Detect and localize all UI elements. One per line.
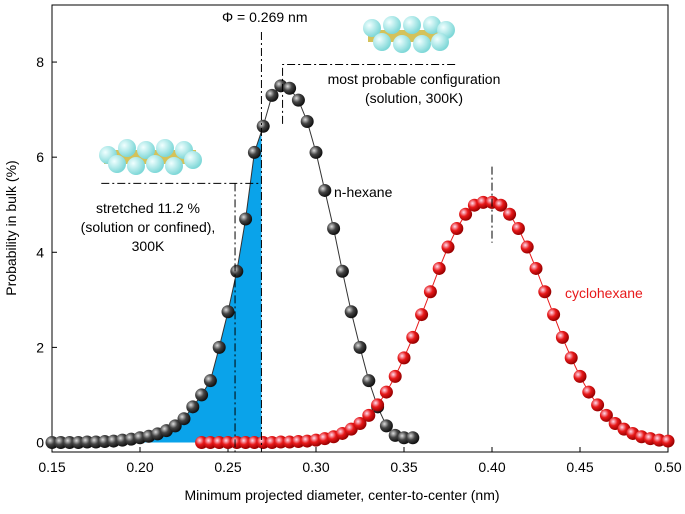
annotation: (solution or confined), xyxy=(81,219,216,235)
data-point xyxy=(406,330,420,344)
plot-frame xyxy=(51,4,669,453)
data-point xyxy=(397,351,411,365)
data-point xyxy=(186,400,200,414)
data-point xyxy=(423,285,437,299)
data-point xyxy=(520,240,534,254)
data-point xyxy=(547,308,561,322)
data-point xyxy=(344,305,358,319)
y-tick-label: 6 xyxy=(36,149,44,165)
plot: 0.15 0.20 0.25 0.30 0.35 0.40 0.45 0.50 0 2 4 6 8 Φ =… xyxy=(36,4,682,475)
stretched-line xyxy=(101,182,262,452)
data-point xyxy=(221,305,235,319)
x-axis-title: Minimum projected diameter, center-to-ce… xyxy=(184,487,499,503)
annotation: (solution, 300K) xyxy=(365,90,463,106)
data-point xyxy=(265,88,279,102)
x-tick-label: 0.50 xyxy=(654,459,681,475)
data-point xyxy=(168,419,182,433)
y-axis-title: Probability in bulk (%) xyxy=(3,160,19,295)
y-tick-label: 4 xyxy=(36,244,44,260)
annotation: most probable configuration xyxy=(328,71,501,87)
data-point xyxy=(379,385,393,399)
data-point xyxy=(353,416,367,430)
data-point xyxy=(564,351,578,365)
data-point xyxy=(591,398,605,412)
y-tick-label: 2 xyxy=(36,339,44,355)
molecule-icon xyxy=(363,16,455,53)
data-point xyxy=(256,119,270,133)
x-tick-label: 0.35 xyxy=(390,459,417,475)
data-point xyxy=(177,412,191,426)
shaded-area xyxy=(78,131,262,443)
series-label: n-hexane xyxy=(334,184,393,200)
data-point xyxy=(388,369,402,383)
data-point xyxy=(195,388,209,402)
x-tick-label: 0.45 xyxy=(566,459,593,475)
data-point xyxy=(203,374,217,388)
data-point xyxy=(406,431,420,445)
data-point xyxy=(247,145,261,159)
data-point xyxy=(362,374,376,388)
data-point xyxy=(291,93,305,107)
y-tick-label: 0 xyxy=(36,434,44,450)
shade-layer xyxy=(78,131,262,443)
data-point xyxy=(459,207,473,221)
x-tick-label: 0.25 xyxy=(214,459,241,475)
data-point xyxy=(529,261,543,275)
data-point xyxy=(538,285,552,299)
series-label: cyclohexane xyxy=(565,285,643,301)
x-tick-label: 0.20 xyxy=(126,459,153,475)
x-tick-label: 0.40 xyxy=(478,459,505,475)
molecule-icon xyxy=(99,139,202,175)
data-point xyxy=(353,340,367,354)
data-point xyxy=(239,212,253,226)
most-probable-line xyxy=(282,63,457,124)
y-tick-label: 8 xyxy=(36,54,44,70)
x-tick-label: 0.15 xyxy=(38,459,65,475)
data-point xyxy=(494,198,508,212)
data-point xyxy=(441,240,455,254)
data-point xyxy=(450,222,464,235)
data-point xyxy=(327,222,341,235)
data-point xyxy=(212,340,226,354)
annotation: Φ = 0.269 nm xyxy=(222,9,308,25)
data-point xyxy=(318,183,332,197)
data-point xyxy=(661,434,675,448)
data-point xyxy=(555,330,569,344)
data-point xyxy=(503,207,517,221)
x-tick-label: 0.30 xyxy=(302,459,329,475)
data-point xyxy=(511,222,525,235)
data-point xyxy=(335,264,349,278)
data-point xyxy=(230,264,244,278)
annotation: 300K xyxy=(132,238,165,254)
data-point xyxy=(573,369,587,383)
data-point xyxy=(300,115,314,129)
data-point xyxy=(582,385,596,399)
data-point xyxy=(379,419,393,433)
data-point xyxy=(599,408,613,422)
annotation: stretched 11.2 % xyxy=(96,200,200,216)
data-point xyxy=(415,308,429,322)
data-point xyxy=(362,408,376,422)
data-point xyxy=(432,261,446,275)
data-point xyxy=(309,145,323,159)
data-point xyxy=(283,81,297,95)
data-point xyxy=(371,398,385,412)
